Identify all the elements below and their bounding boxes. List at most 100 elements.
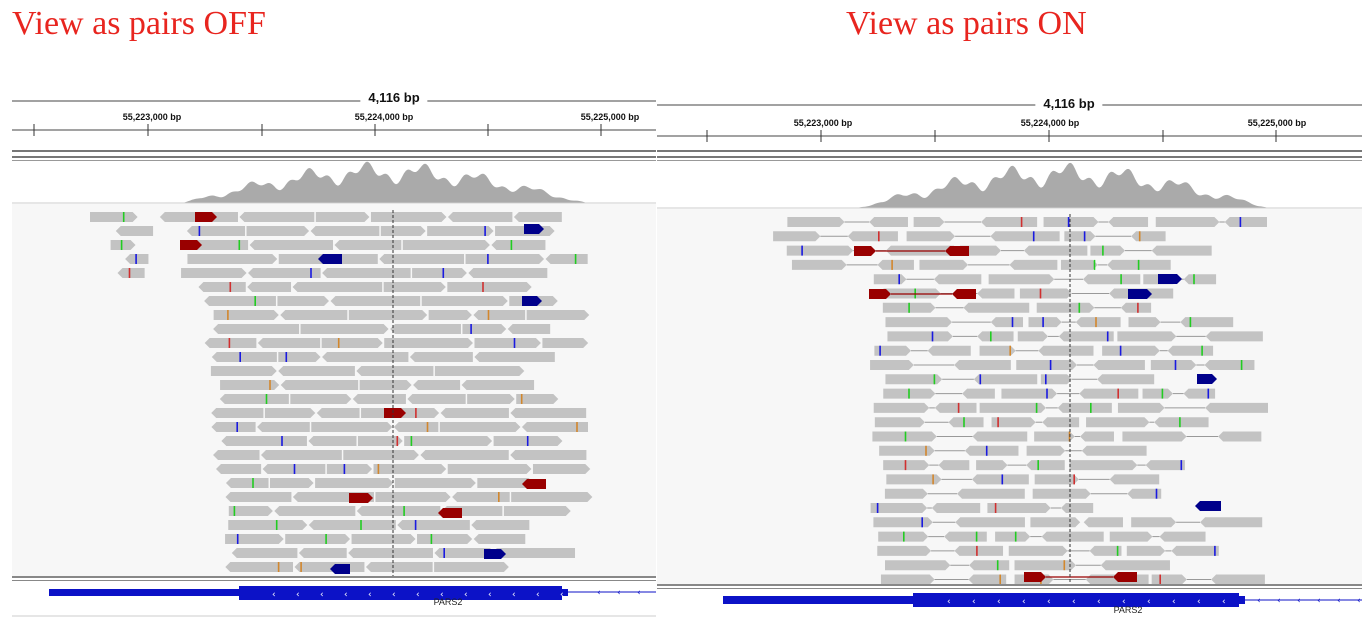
read[interactable] xyxy=(1218,431,1262,442)
read[interactable] xyxy=(247,282,292,292)
read[interactable] xyxy=(1127,488,1162,499)
read[interactable] xyxy=(315,478,394,488)
read[interactable] xyxy=(384,408,406,418)
read[interactable] xyxy=(987,503,1051,513)
read[interactable] xyxy=(872,431,937,442)
mismatch[interactable] xyxy=(1039,288,1042,299)
mismatch[interactable] xyxy=(1214,545,1216,556)
read[interactable] xyxy=(115,226,154,236)
read[interactable] xyxy=(277,296,329,306)
read[interactable] xyxy=(413,380,461,390)
read[interactable] xyxy=(195,212,217,222)
read[interactable] xyxy=(503,506,571,516)
read[interactable] xyxy=(545,254,588,264)
read[interactable] xyxy=(1040,374,1073,385)
read[interactable] xyxy=(977,288,1015,299)
mismatch[interactable] xyxy=(1090,402,1092,413)
read[interactable] xyxy=(977,331,1014,342)
read[interactable] xyxy=(461,380,535,390)
read[interactable] xyxy=(412,268,467,278)
read[interactable] xyxy=(976,460,1008,471)
read[interactable] xyxy=(1128,317,1161,328)
read[interactable] xyxy=(877,545,932,556)
read[interactable] xyxy=(375,492,451,502)
read[interactable] xyxy=(447,212,513,222)
read[interactable] xyxy=(969,560,1010,571)
mismatch[interactable] xyxy=(285,352,288,362)
read[interactable] xyxy=(884,488,928,499)
read[interactable] xyxy=(257,338,321,348)
read[interactable] xyxy=(510,408,587,418)
read[interactable] xyxy=(261,450,342,460)
mismatch[interactable] xyxy=(430,534,433,544)
read[interactable] xyxy=(968,574,1007,585)
mismatch[interactable] xyxy=(1193,274,1195,285)
read[interactable] xyxy=(322,268,411,278)
read[interactable] xyxy=(225,534,284,544)
read[interactable] xyxy=(308,520,396,530)
read[interactable] xyxy=(1109,474,1160,485)
read[interactable] xyxy=(225,492,292,502)
read[interactable] xyxy=(1224,217,1268,227)
mismatch[interactable] xyxy=(228,338,231,348)
read[interactable] xyxy=(879,445,935,456)
mismatch[interactable] xyxy=(994,503,997,513)
mismatch[interactable] xyxy=(269,380,271,390)
read[interactable] xyxy=(1060,503,1094,513)
mismatch[interactable] xyxy=(1046,388,1048,399)
read[interactable] xyxy=(321,338,383,348)
read[interactable] xyxy=(462,324,507,334)
mismatch[interactable] xyxy=(908,302,910,313)
mismatch[interactable] xyxy=(1106,331,1109,342)
read[interactable] xyxy=(1034,431,1075,442)
read[interactable] xyxy=(1079,388,1139,399)
mismatch[interactable] xyxy=(576,422,578,432)
mismatch[interactable] xyxy=(470,324,472,334)
mismatch[interactable] xyxy=(1095,317,1097,328)
mismatch[interactable] xyxy=(415,408,417,418)
read[interactable] xyxy=(211,352,277,362)
read[interactable] xyxy=(1120,302,1152,313)
read[interactable] xyxy=(440,408,509,418)
read[interactable] xyxy=(934,402,977,413)
igv-panel-pairs-off[interactable]: ‹ ‹ ‹ ‹ ‹ ‹ ‹ ‹ ‹ ‹ ‹ ‹ ‹ ‹ ‹ ‹ 4,116 bp 55,223,000 bp … xyxy=(12,86,656,622)
read[interactable] xyxy=(351,534,416,544)
read[interactable] xyxy=(390,324,461,334)
mismatch[interactable] xyxy=(233,506,236,516)
read[interactable] xyxy=(474,352,555,362)
mismatch[interactable] xyxy=(1179,417,1181,428)
mismatch[interactable] xyxy=(932,474,934,485)
read[interactable] xyxy=(356,506,441,516)
read[interactable] xyxy=(213,450,260,460)
mismatch[interactable] xyxy=(1073,474,1075,485)
read[interactable] xyxy=(370,212,447,222)
read[interactable] xyxy=(507,324,551,334)
read[interactable] xyxy=(471,520,530,530)
read[interactable] xyxy=(886,474,942,485)
mismatch[interactable] xyxy=(975,531,978,542)
read[interactable] xyxy=(300,324,389,334)
gene-utr[interactable] xyxy=(1239,596,1245,604)
read[interactable] xyxy=(945,246,969,256)
read[interactable] xyxy=(402,240,490,250)
read[interactable] xyxy=(421,296,508,306)
read[interactable] xyxy=(873,274,907,285)
read[interactable] xyxy=(938,460,970,471)
read[interactable] xyxy=(393,422,439,432)
read[interactable] xyxy=(330,564,350,574)
mismatch[interactable] xyxy=(254,296,256,306)
mismatch[interactable] xyxy=(128,268,131,278)
mismatch[interactable] xyxy=(801,245,803,256)
read[interactable] xyxy=(326,464,373,474)
read[interactable] xyxy=(959,245,1002,256)
mismatch[interactable] xyxy=(898,274,900,285)
mismatch[interactable] xyxy=(526,436,529,446)
mismatch[interactable] xyxy=(904,431,907,442)
read[interactable] xyxy=(1142,388,1173,399)
read[interactable] xyxy=(428,310,472,320)
mismatch[interactable] xyxy=(1207,388,1210,399)
read[interactable] xyxy=(484,549,506,559)
mismatch[interactable] xyxy=(1119,345,1122,356)
read[interactable] xyxy=(1016,360,1077,370)
read[interactable] xyxy=(311,422,393,432)
